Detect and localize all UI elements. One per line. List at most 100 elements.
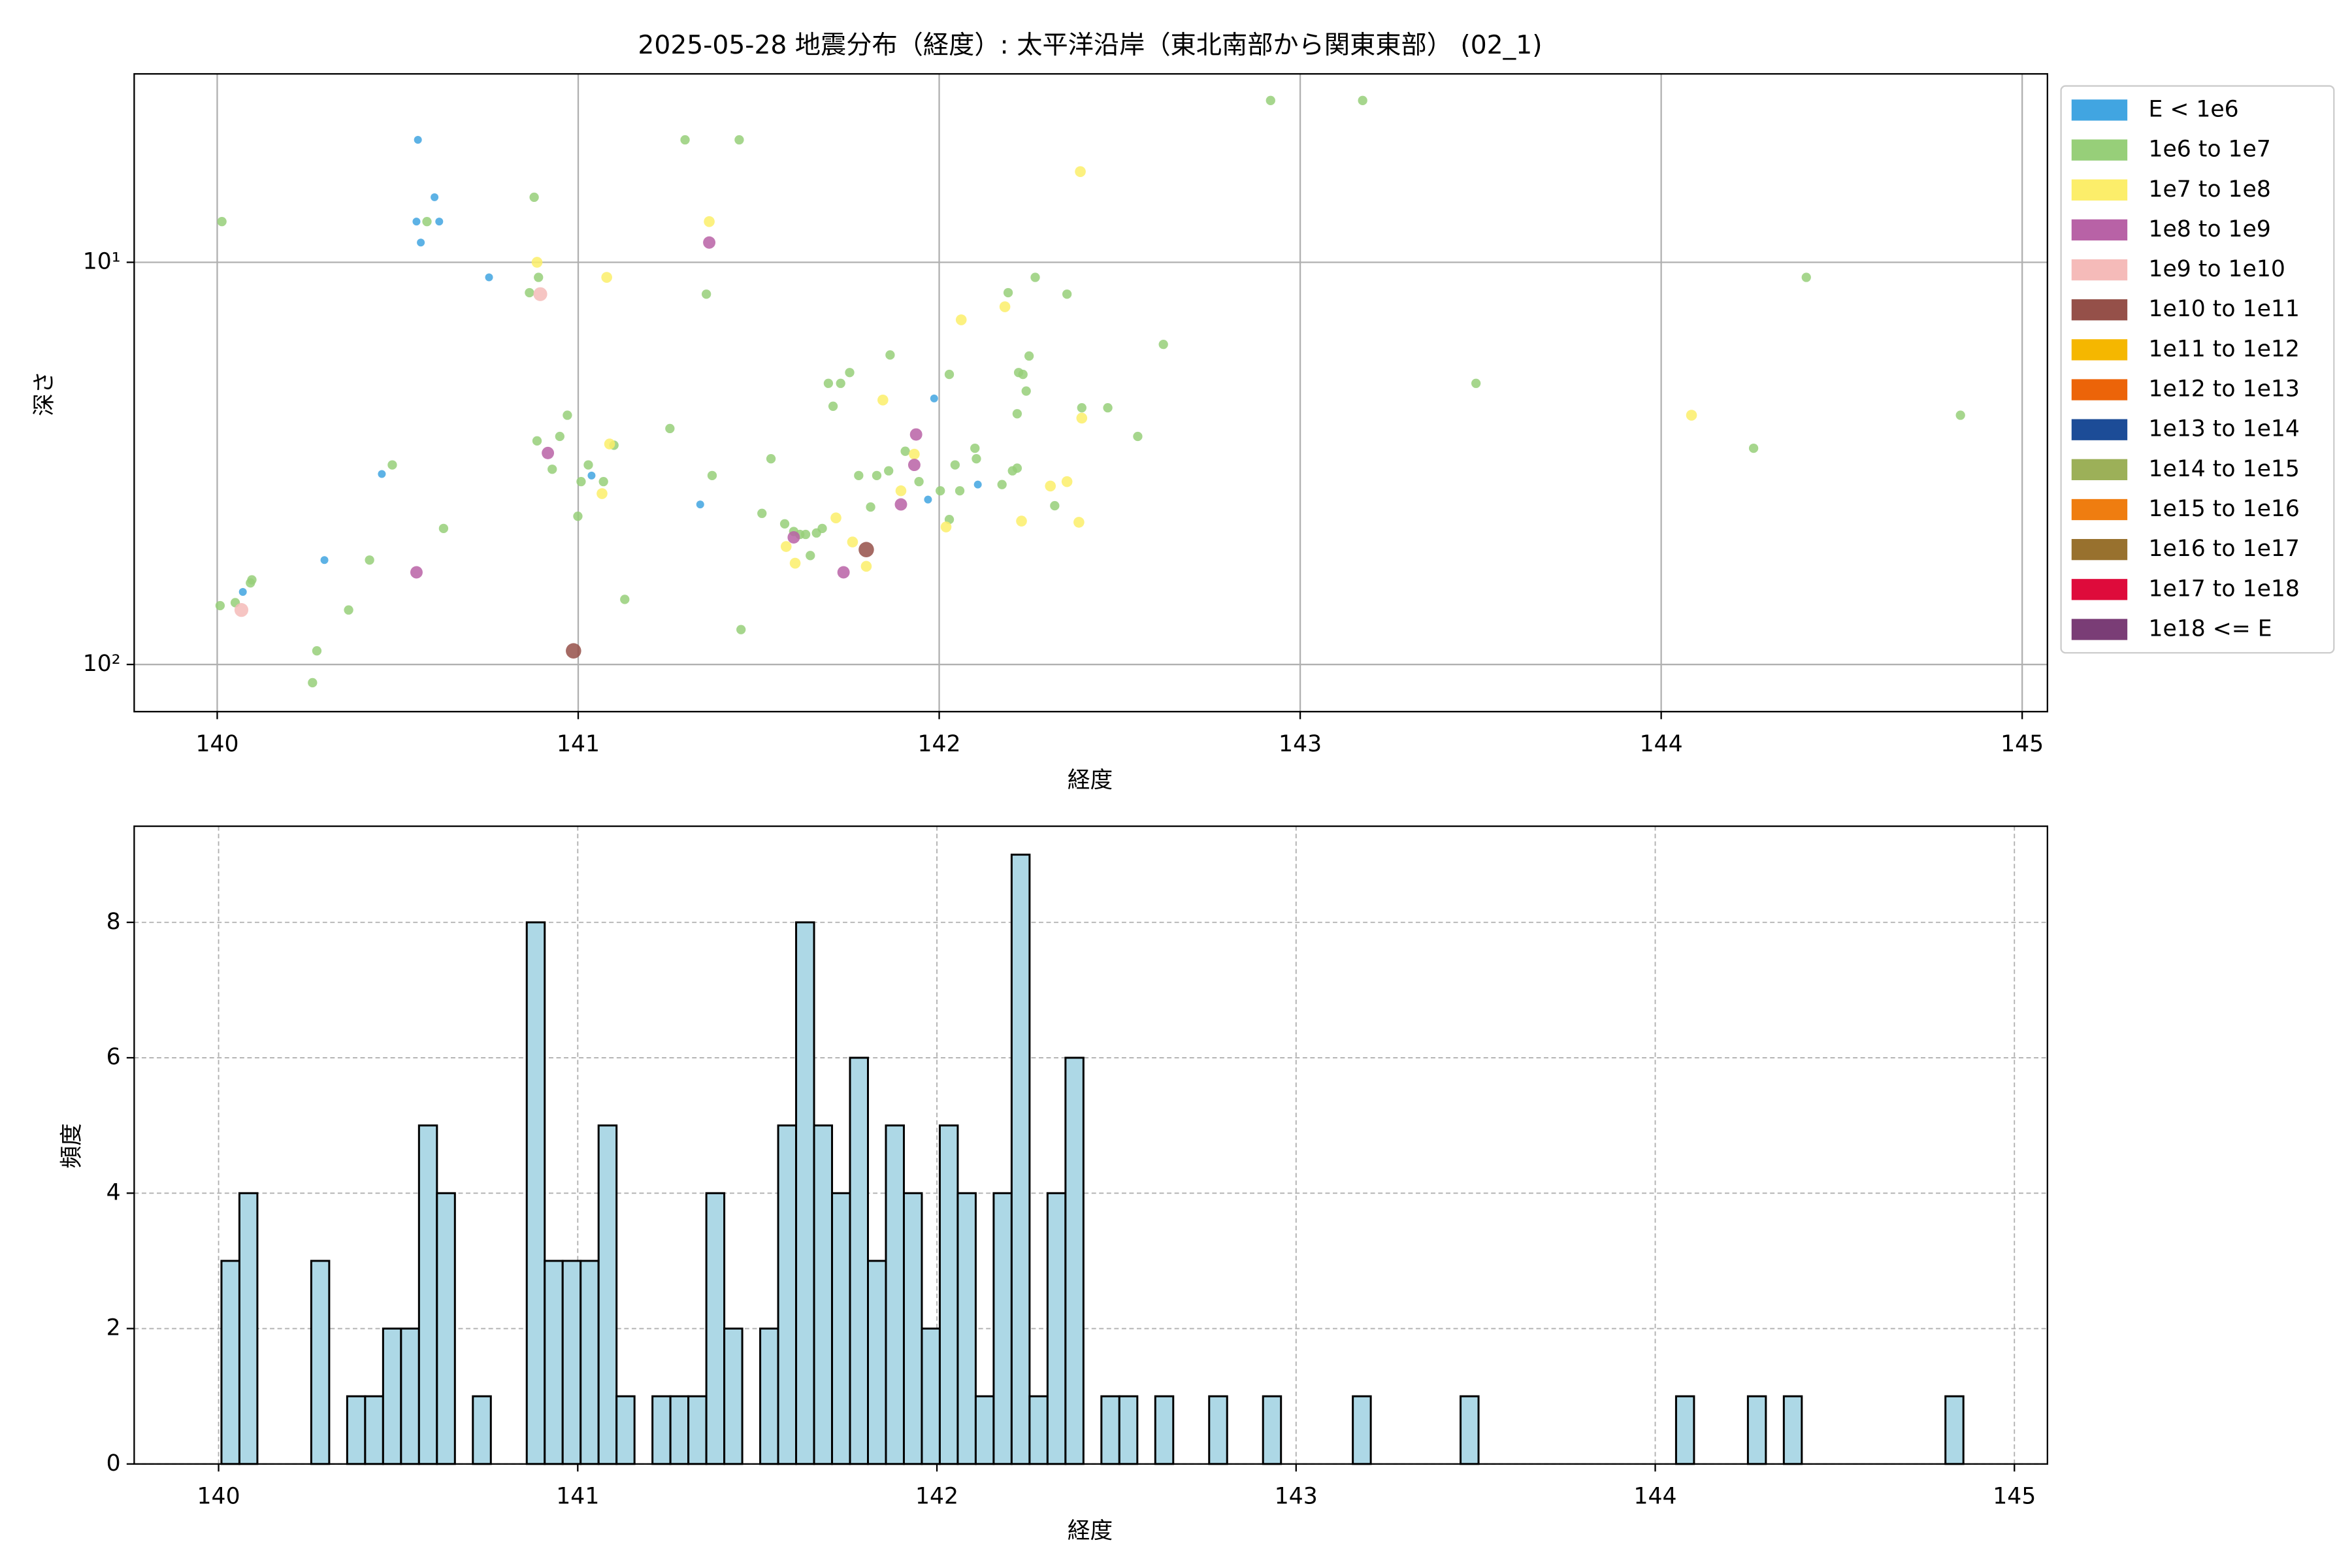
histogram-bar <box>1208 1395 1228 1465</box>
data-point <box>884 466 894 476</box>
legend-label: 1e8 to 1e9 <box>2148 216 2270 242</box>
data-point <box>924 495 932 504</box>
data-point <box>1158 339 1168 350</box>
data-point <box>320 556 329 564</box>
data-point <box>1045 480 1056 492</box>
histogram-bar <box>777 1124 798 1465</box>
histogram-bar <box>831 1192 851 1465</box>
data-point <box>900 446 910 456</box>
legend-swatch <box>2071 99 2128 121</box>
data-point <box>1003 287 1013 298</box>
histogram-bar <box>1064 1056 1085 1465</box>
histogram-bar <box>1028 1395 1049 1465</box>
histogram-bar <box>1352 1395 1372 1465</box>
histogram-bar <box>651 1395 672 1465</box>
data-point <box>936 486 945 496</box>
data-point <box>596 488 608 499</box>
data-point <box>734 135 744 145</box>
data-point <box>909 448 920 460</box>
data-point <box>909 428 923 441</box>
histogram-bar <box>364 1395 384 1465</box>
data-point <box>1358 95 1367 105</box>
legend-label: 1e17 to 1e18 <box>2148 576 2299 602</box>
legend-label: 1e18 <= E <box>2148 615 2272 642</box>
data-point <box>435 218 444 226</box>
data-point <box>895 485 907 497</box>
data-point <box>854 470 864 481</box>
data-point <box>1024 351 1034 361</box>
histogram-bar <box>238 1192 259 1465</box>
histogram-bar <box>902 1192 923 1465</box>
data-point <box>950 460 960 470</box>
data-point <box>837 566 850 579</box>
data-point <box>1050 500 1060 511</box>
data-point <box>704 216 715 227</box>
histogram-bar <box>1010 853 1031 1465</box>
data-point <box>531 257 543 268</box>
x-tick-label: 142 <box>918 731 961 757</box>
histogram-bar <box>1100 1395 1120 1465</box>
legend-swatch <box>2071 339 2128 361</box>
data-point <box>894 498 907 511</box>
y-tick-label: 4 <box>106 1179 121 1205</box>
data-point <box>566 643 581 659</box>
data-point <box>587 471 596 480</box>
legend-swatch <box>2071 619 2128 640</box>
histogram-bar <box>472 1395 492 1465</box>
data-point <box>847 536 858 547</box>
histogram-bar <box>1944 1395 1965 1465</box>
data-point <box>576 476 586 487</box>
legend-swatch <box>2071 179 2128 201</box>
legend-swatch <box>2071 459 2128 480</box>
histogram-bar <box>417 1124 438 1465</box>
x-axis-label: 経度 <box>1068 767 1113 793</box>
data-point <box>532 436 542 446</box>
x-tick-label: 143 <box>1275 1484 1318 1510</box>
histogram-bar <box>220 1260 240 1465</box>
data-point <box>217 216 227 227</box>
legend-swatch <box>2071 379 2128 400</box>
data-point <box>1016 515 1027 527</box>
y-axis-label: 頻度 <box>59 1123 85 1168</box>
histogram-bar <box>1118 1395 1139 1465</box>
histogram-bar <box>544 1260 564 1465</box>
histogram-bar <box>759 1328 779 1465</box>
data-point <box>1018 369 1028 380</box>
data-point <box>972 454 981 464</box>
data-point <box>877 394 889 406</box>
data-point <box>410 566 423 579</box>
data-point <box>836 378 845 388</box>
legend-label: 1e6 to 1e7 <box>2148 137 2270 163</box>
legend-swatch <box>2071 539 2128 561</box>
data-point <box>431 193 439 201</box>
legend-swatch <box>2071 139 2128 161</box>
data-point <box>930 394 938 402</box>
legend-label: 1e7 to 1e8 <box>2148 176 2270 203</box>
data-point <box>907 459 921 472</box>
y-tick-label: 6 <box>106 1044 121 1070</box>
histogram-bar <box>310 1260 331 1465</box>
data-point <box>583 460 593 470</box>
data-point <box>866 502 875 512</box>
data-point <box>665 423 675 434</box>
data-point <box>238 587 247 596</box>
y-axis-label: 深さ <box>31 371 57 416</box>
data-point <box>547 465 557 474</box>
histogram-bar <box>669 1395 690 1465</box>
data-point <box>412 218 421 226</box>
legend-swatch <box>2071 219 2128 241</box>
x-tick-label: 145 <box>2001 731 2044 757</box>
data-point <box>534 272 544 282</box>
data-point <box>806 551 815 561</box>
data-point <box>525 287 534 298</box>
data-point <box>955 314 967 325</box>
data-point <box>1801 272 1811 282</box>
histogram-bar <box>615 1395 636 1465</box>
data-point <box>1686 410 1697 421</box>
data-point <box>1012 463 1022 473</box>
legend-label: 1e14 to 1e15 <box>2148 456 2299 482</box>
data-point <box>1021 386 1031 396</box>
legend-label: 1e16 to 1e17 <box>2148 536 2299 562</box>
